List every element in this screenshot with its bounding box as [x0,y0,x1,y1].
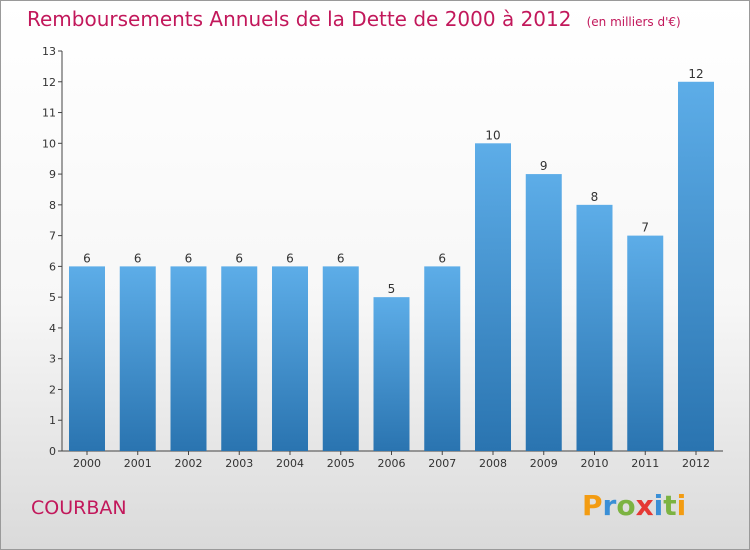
y-tick-label: 9 [49,168,56,181]
x-tick-label: 2001 [124,457,152,470]
bar [170,266,207,451]
bar-value-label: 6 [134,251,142,265]
x-tick-label: 2011 [631,457,659,470]
bar [69,266,105,451]
x-tick-label: 2008 [479,457,507,470]
brand-letter: o [616,489,636,522]
bar [119,266,156,451]
x-tick-label: 2006 [378,457,406,470]
y-tick-label: 11 [42,107,56,120]
brand-letter: r [602,489,617,522]
bar [221,266,258,451]
chart-header: Remboursements Annuels de la Dette de 20… [27,7,681,31]
y-tick-label: 12 [42,76,56,89]
bar [576,204,613,451]
bar-value-label: 6 [83,251,91,265]
x-tick-label: 2000 [73,457,101,470]
bar-value-label: 6 [286,251,294,265]
y-tick-label: 1 [49,414,56,427]
brand-letter: i [653,489,664,522]
x-tick-label: 2007 [428,457,456,470]
bar [373,297,410,451]
y-tick-label: 5 [49,291,56,304]
bar-value-label: 6 [235,251,243,265]
y-tick-label: 3 [49,353,56,366]
y-tick-label: 13 [42,45,56,58]
bar-value-label: 9 [540,159,548,173]
bar [678,81,714,452]
bar-value-label: 6 [337,251,345,265]
bar [525,174,562,452]
bar-value-label: 10 [485,128,500,142]
y-tick-label: 6 [49,260,56,273]
y-tick-label: 4 [49,322,56,335]
place-name: COURBAN [31,497,127,519]
chart-unit: (en milliers d'€) [586,15,681,29]
bar-value-label: 8 [591,190,599,204]
x-tick-label: 2010 [581,457,609,470]
chart-title: Remboursements Annuels de la Dette de 20… [27,7,572,31]
bar [322,266,359,451]
brand-letter: x [635,489,654,522]
x-tick-label: 2002 [175,457,203,470]
y-tick-label: 8 [49,199,56,212]
bar-value-label: 12 [688,67,703,81]
brand-logo: Proxiti [582,489,686,522]
bar-value-label: 6 [185,251,193,265]
y-tick-label: 0 [49,445,56,458]
y-tick-label: 2 [49,383,56,396]
x-tick-label: 2003 [225,457,253,470]
bar-value-label: 7 [641,221,649,235]
brand-letter: t [663,489,677,522]
x-tick-label: 2005 [327,457,355,470]
x-tick-label: 2012 [682,457,710,470]
chart-labels: 2000 6 2001 6 2002 6 2003 6 2004 6 2005 6 2006 5 2007 6… [73,67,710,470]
x-tick-label: 2004 [276,457,304,470]
bar [475,143,511,452]
bar [424,266,461,451]
chart-bars [69,81,714,452]
brand-letter: P [582,489,603,522]
bar [627,235,664,451]
brand-letter: i [676,489,687,522]
bar-value-label: 5 [388,282,396,296]
y-tick-label: 10 [42,137,56,150]
bar [272,266,308,451]
bar-value-label: 6 [438,251,446,265]
y-tick-label: 7 [49,230,56,243]
x-tick-label: 2009 [530,457,558,470]
